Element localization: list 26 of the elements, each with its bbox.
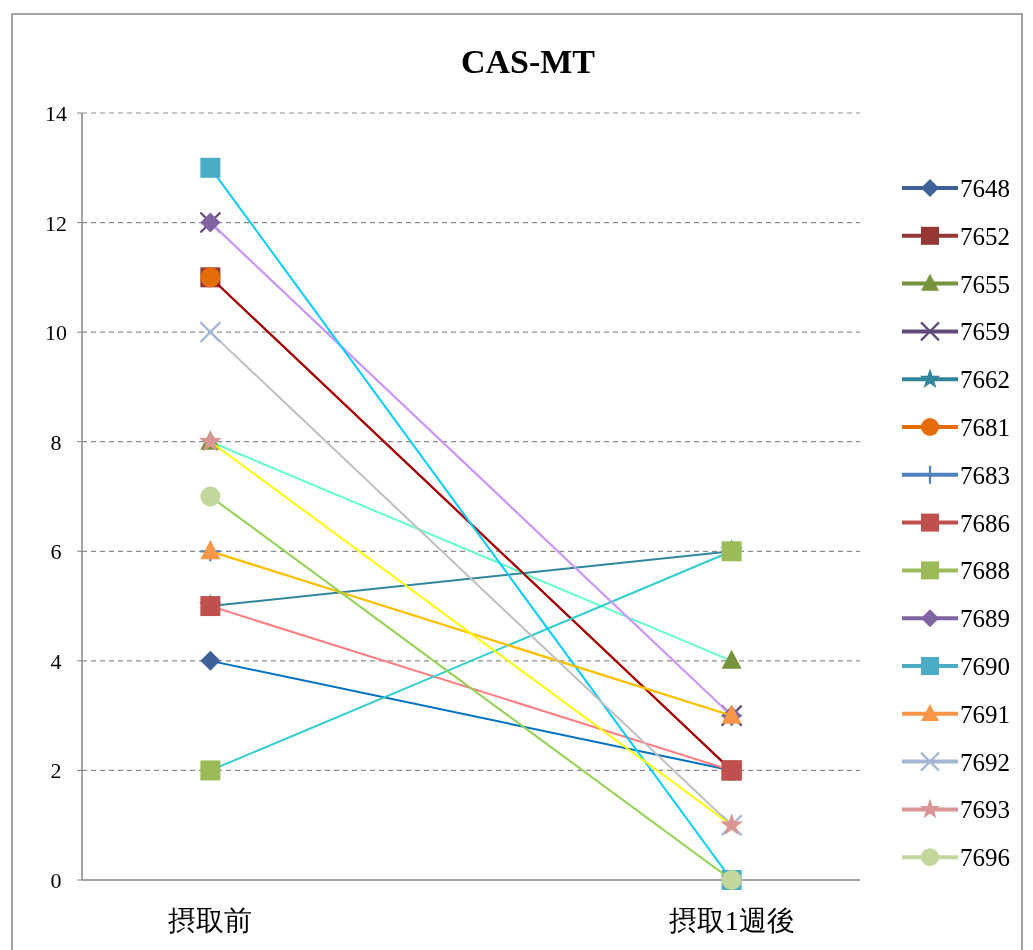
- legend-label: 7662: [960, 366, 1010, 394]
- y-tick-label: 4: [50, 648, 62, 674]
- y-tick-label: 2: [50, 758, 62, 784]
- y-tick-label: 14: [45, 101, 67, 126]
- x-tick-label: 摂取1週後: [668, 905, 795, 936]
- x-tick-label: 摂取前: [168, 905, 253, 936]
- legend-label: 7659: [960, 318, 1010, 346]
- legend-label: 7696: [960, 844, 1010, 872]
- legend-label: 7688: [960, 557, 1010, 585]
- legend-label: 7681: [960, 414, 1010, 441]
- y-tick-label: 0: [50, 868, 62, 893]
- legend-label: 7648: [960, 175, 1010, 202]
- y-tick-label: 8: [50, 429, 62, 455]
- legend-label: 7655: [960, 270, 1010, 298]
- chart-title: CAS-MT: [460, 43, 596, 80]
- legend-label: 7686: [960, 509, 1010, 537]
- y-tick-label: 10: [45, 320, 67, 346]
- legend-label: 7692: [960, 748, 1010, 776]
- y-tick-label: 6: [50, 539, 62, 565]
- legend-label: 7690: [960, 653, 1010, 680]
- legend-label: 7689: [960, 605, 1010, 633]
- legend-label: 7691: [960, 700, 1010, 728]
- legend-label: 7683: [960, 461, 1010, 489]
- legend-label: 7693: [960, 796, 1010, 824]
- legend-label: 7652: [960, 222, 1010, 250]
- y-tick-label: 12: [45, 210, 67, 236]
